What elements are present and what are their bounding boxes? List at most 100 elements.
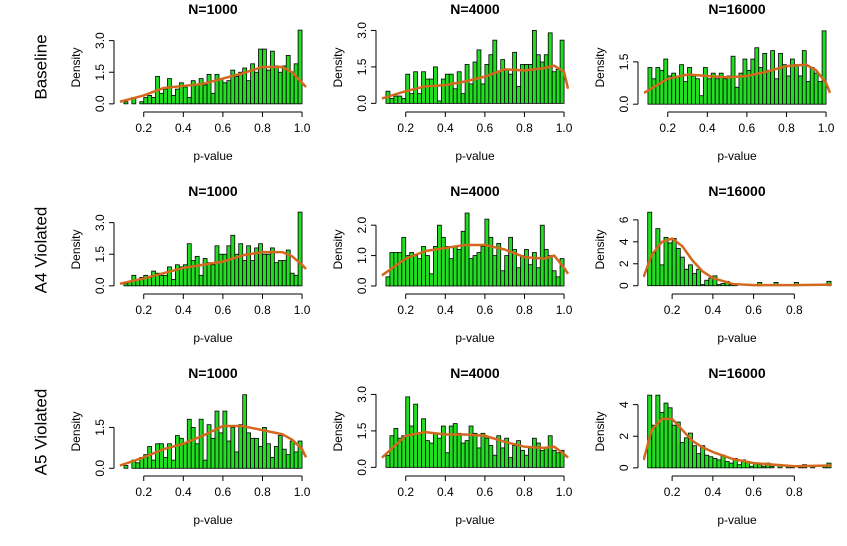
- bar: [222, 82, 228, 105]
- bar: [182, 443, 188, 469]
- y-axis-label: Density: [593, 47, 607, 87]
- y-tick-label: 0.0: [93, 277, 107, 294]
- x-tick-label: 1.0: [294, 121, 311, 135]
- bar: [778, 52, 783, 105]
- bar: [730, 55, 736, 105]
- x-tick-label: 0.8: [516, 485, 533, 499]
- bar: [143, 97, 149, 105]
- bar: [480, 246, 486, 287]
- bar: [277, 71, 283, 105]
- bar: [242, 394, 248, 469]
- y-tick-label: 1.0: [355, 247, 369, 264]
- bar: [706, 78, 712, 105]
- bar: [440, 236, 446, 287]
- bar: [726, 75, 732, 105]
- bar: [742, 58, 748, 105]
- bar: [285, 454, 291, 469]
- x-axis-label: p-value: [717, 149, 757, 163]
- bar: [198, 274, 204, 287]
- bar: [651, 78, 657, 105]
- bar: [716, 284, 722, 287]
- y-axis-label: Density: [331, 229, 345, 269]
- x-tick-label: 0.2: [135, 303, 152, 317]
- panel-title: N=16000: [708, 1, 765, 17]
- bar: [821, 30, 827, 105]
- panel: N=1000 p-value Density 0.2 0.4 0.6 0.8 1.0 0.0 1.…: [69, 183, 311, 345]
- x-tick-label: 0.6: [477, 303, 494, 317]
- bar: [230, 234, 236, 287]
- bar: [297, 211, 303, 287]
- x-tick-label: 1.0: [556, 303, 573, 317]
- bar: [722, 78, 728, 105]
- x-tick-label: 0.2: [659, 121, 676, 135]
- x-tick-label: 0.8: [786, 303, 803, 317]
- bar: [750, 58, 756, 105]
- bar: [147, 277, 153, 287]
- bar: [226, 80, 232, 105]
- y-tick-label: 3.0: [93, 214, 107, 231]
- bar: [171, 95, 176, 105]
- bar: [472, 432, 478, 468]
- bar: [651, 252, 657, 287]
- bar: [687, 67, 692, 105]
- bar: [647, 211, 653, 287]
- bar: [736, 464, 742, 469]
- panel-title: N=4000: [450, 183, 500, 199]
- bar: [246, 245, 251, 287]
- bar: [218, 253, 224, 287]
- bar: [696, 453, 702, 469]
- bar: [464, 212, 470, 287]
- x-tick-label: 0.6: [745, 303, 762, 317]
- bar: [766, 69, 772, 105]
- bar: [696, 268, 702, 287]
- row-label: Baseline: [31, 34, 50, 99]
- x-tick-label: 0.6: [215, 303, 232, 317]
- bar: [273, 262, 279, 287]
- bar: [429, 442, 434, 468]
- density-curve: [381, 243, 569, 277]
- bar: [425, 255, 430, 287]
- bar: [210, 92, 216, 105]
- y-tick-label: 4: [617, 401, 631, 408]
- panel-title: N=1000: [188, 183, 238, 199]
- y-tick-label: 2: [617, 260, 631, 267]
- bar: [714, 78, 720, 105]
- bar: [757, 464, 763, 469]
- bar: [242, 260, 248, 287]
- bar: [452, 246, 458, 287]
- bar: [484, 64, 490, 104]
- bar: [206, 73, 212, 105]
- bar: [655, 228, 661, 287]
- bar: [258, 48, 263, 105]
- x-tick-label: 0.4: [705, 485, 722, 499]
- bar: [452, 88, 458, 104]
- bar: [433, 432, 438, 468]
- bar: [202, 459, 208, 469]
- bar: [762, 52, 768, 105]
- bar: [234, 76, 240, 105]
- bar: [559, 258, 565, 287]
- bar: [734, 86, 740, 105]
- bar: [793, 64, 799, 105]
- x-tick-label: 0.4: [175, 303, 192, 317]
- bar: [238, 243, 244, 287]
- y-tick-label: 0.0: [355, 277, 369, 294]
- x-axis-label: p-value: [455, 331, 495, 345]
- bar: [234, 451, 240, 469]
- y-tick-label: 1.5: [617, 53, 631, 70]
- bar: [285, 249, 291, 287]
- bar: [159, 443, 164, 469]
- bar: [186, 243, 192, 287]
- y-tick-label: 1.5: [93, 419, 107, 436]
- bar: [226, 245, 232, 287]
- bar: [389, 98, 395, 104]
- panel-title: N=16000: [708, 365, 765, 381]
- bar: [159, 274, 164, 287]
- bar: [167, 78, 172, 105]
- density-curve: [119, 250, 307, 285]
- bar: [218, 78, 224, 105]
- x-tick-label: 0.2: [135, 121, 152, 135]
- bar: [667, 407, 673, 469]
- bar: [555, 276, 561, 287]
